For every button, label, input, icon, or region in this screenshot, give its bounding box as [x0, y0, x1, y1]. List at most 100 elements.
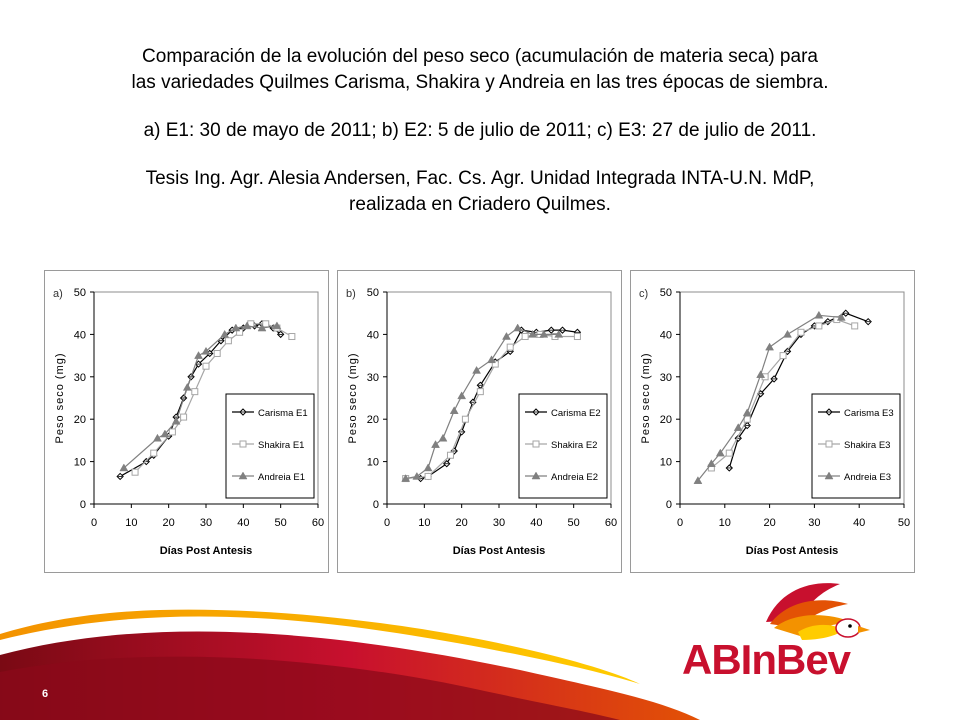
data-point: [431, 440, 440, 448]
x-tick-label: 40: [530, 517, 542, 529]
title-line-2: las variedades Quilmes Carisma, Shakira …: [131, 72, 829, 93]
data-point: [797, 328, 805, 336]
x-axis-title: Días Post Antesis: [746, 545, 839, 557]
legend-label: Shakira E2: [551, 440, 597, 451]
data-point: [513, 323, 523, 332]
y-tick-label: 20: [367, 414, 379, 426]
legend-label: Andreia E1: [258, 472, 305, 483]
slide-title: Comparación de la evolución del peso sec…: [40, 44, 920, 218]
data-point: [150, 449, 158, 457]
legend-label: Shakira E1: [258, 440, 304, 451]
data-point: [202, 362, 210, 370]
x-tick-label: 50: [275, 517, 287, 529]
data-point: [257, 323, 267, 332]
data-point: [851, 322, 859, 330]
x-tick-label: 20: [163, 517, 175, 529]
data-point: [242, 321, 252, 330]
data-point: [288, 333, 296, 341]
y-tick-label: 0: [373, 499, 379, 511]
data-point: [262, 320, 270, 328]
data-point: [715, 448, 725, 457]
legend: Carisma E1 Shakira E1 Andreia E1: [225, 393, 315, 499]
data-point: [487, 355, 496, 364]
y-tick-label: 30: [660, 372, 672, 384]
x-tick-label: 0: [677, 517, 683, 529]
y-axis-title: Peso seco (mg): [640, 352, 652, 443]
data-point: [554, 329, 564, 338]
x-tick-label: 60: [605, 517, 617, 529]
data-point: [491, 360, 499, 368]
x-axis-title: Días Post Antesis: [160, 545, 253, 557]
series-line: [405, 327, 559, 480]
y-tick-label: 30: [367, 372, 379, 384]
y-tick-label: 0: [666, 499, 672, 511]
data-point: [180, 413, 188, 421]
data-point: [742, 408, 752, 417]
title-line-4: Tesis Ing. Agr. Alesia Andersen, Fac. Cs…: [145, 168, 815, 189]
legend-marker: [239, 440, 247, 448]
panel-label: b): [346, 288, 356, 300]
chart-panel-b: b) 0 10 20 30 40 50 0 10 20 30 40 50 60 Días Post Ante…: [337, 270, 622, 573]
data-point: [814, 310, 824, 319]
data-point: [461, 415, 469, 423]
series-andreia-e3: [693, 310, 846, 484]
swoosh-orange: [0, 609, 640, 684]
data-point: [472, 365, 482, 374]
x-tick-label: 10: [418, 517, 430, 529]
title-line-5: realizada en Criadero Quilmes.: [349, 194, 611, 215]
chart-panel-c: c) 0 10 20 30 40 50 0 10 20 30 40 50 Días Post Antesi…: [630, 270, 915, 573]
data-point: [224, 337, 232, 345]
data-point: [153, 433, 162, 442]
title-line-1: Comparación de la evolución del peso sec…: [142, 46, 818, 67]
data-point: [756, 370, 766, 378]
x-tick-label: 10: [719, 517, 731, 529]
legend-label: Carisma E2: [551, 408, 601, 419]
chart-b: b) 0 10 20 30 40 50 0 10 20 30 40 50 60 Días Post Ante…: [346, 287, 617, 557]
x-tick-label: 50: [568, 517, 580, 529]
x-tick-label: 30: [200, 517, 212, 529]
y-tick-label: 0: [80, 499, 86, 511]
legend-label: Carisma E3: [844, 408, 894, 419]
data-point: [182, 382, 192, 391]
legend-marker: [238, 471, 248, 480]
x-tick-label: 20: [763, 517, 775, 529]
y-tick-label: 50: [660, 287, 672, 299]
y-tick-label: 40: [74, 329, 86, 341]
y-tick-label: 20: [660, 414, 672, 426]
x-tick-label: 30: [808, 517, 820, 529]
y-tick-label: 30: [74, 372, 86, 384]
data-point: [160, 429, 170, 438]
eagle-logo-icon: [766, 583, 870, 640]
data-point: [836, 312, 846, 321]
data-point: [743, 415, 751, 423]
data-point: [201, 346, 211, 355]
x-tick-label: 40: [237, 517, 249, 529]
chart-panel-a: a) 0 10 20 30 40 50 0 10 20 30 40 50 60 Días Post Ante…: [44, 270, 329, 573]
legend: Carisma E3 Shakira E3 Andreia E3: [811, 393, 901, 499]
data-point: [506, 343, 514, 351]
chart-c: c) 0 10 20 30 40 50 0 10 20 30 40 50 Días Post Antesi…: [639, 287, 910, 557]
legend-marker: [825, 440, 833, 448]
x-tick-label: 50: [898, 517, 910, 529]
series-line: [697, 314, 842, 482]
data-point: [423, 463, 433, 472]
data-point: [194, 351, 203, 359]
y-tick-label: 10: [660, 457, 672, 469]
y-tick-label: 10: [367, 457, 379, 469]
data-point: [783, 329, 792, 338]
data-point: [401, 474, 411, 482]
data-point: [528, 329, 538, 338]
data-point: [220, 329, 230, 338]
y-axis-title: Peso seco (mg): [54, 352, 66, 443]
data-point: [119, 463, 129, 472]
data-point: [815, 322, 823, 330]
panel-label: c): [639, 288, 648, 300]
x-tick-label: 0: [91, 517, 97, 529]
x-tick-label: 0: [384, 517, 390, 529]
data-point: [693, 476, 703, 484]
x-axis-title: Días Post Antesis: [453, 545, 546, 557]
data-point: [725, 449, 733, 457]
data-point: [521, 333, 529, 341]
data-point: [449, 406, 459, 414]
data-point: [733, 423, 743, 431]
